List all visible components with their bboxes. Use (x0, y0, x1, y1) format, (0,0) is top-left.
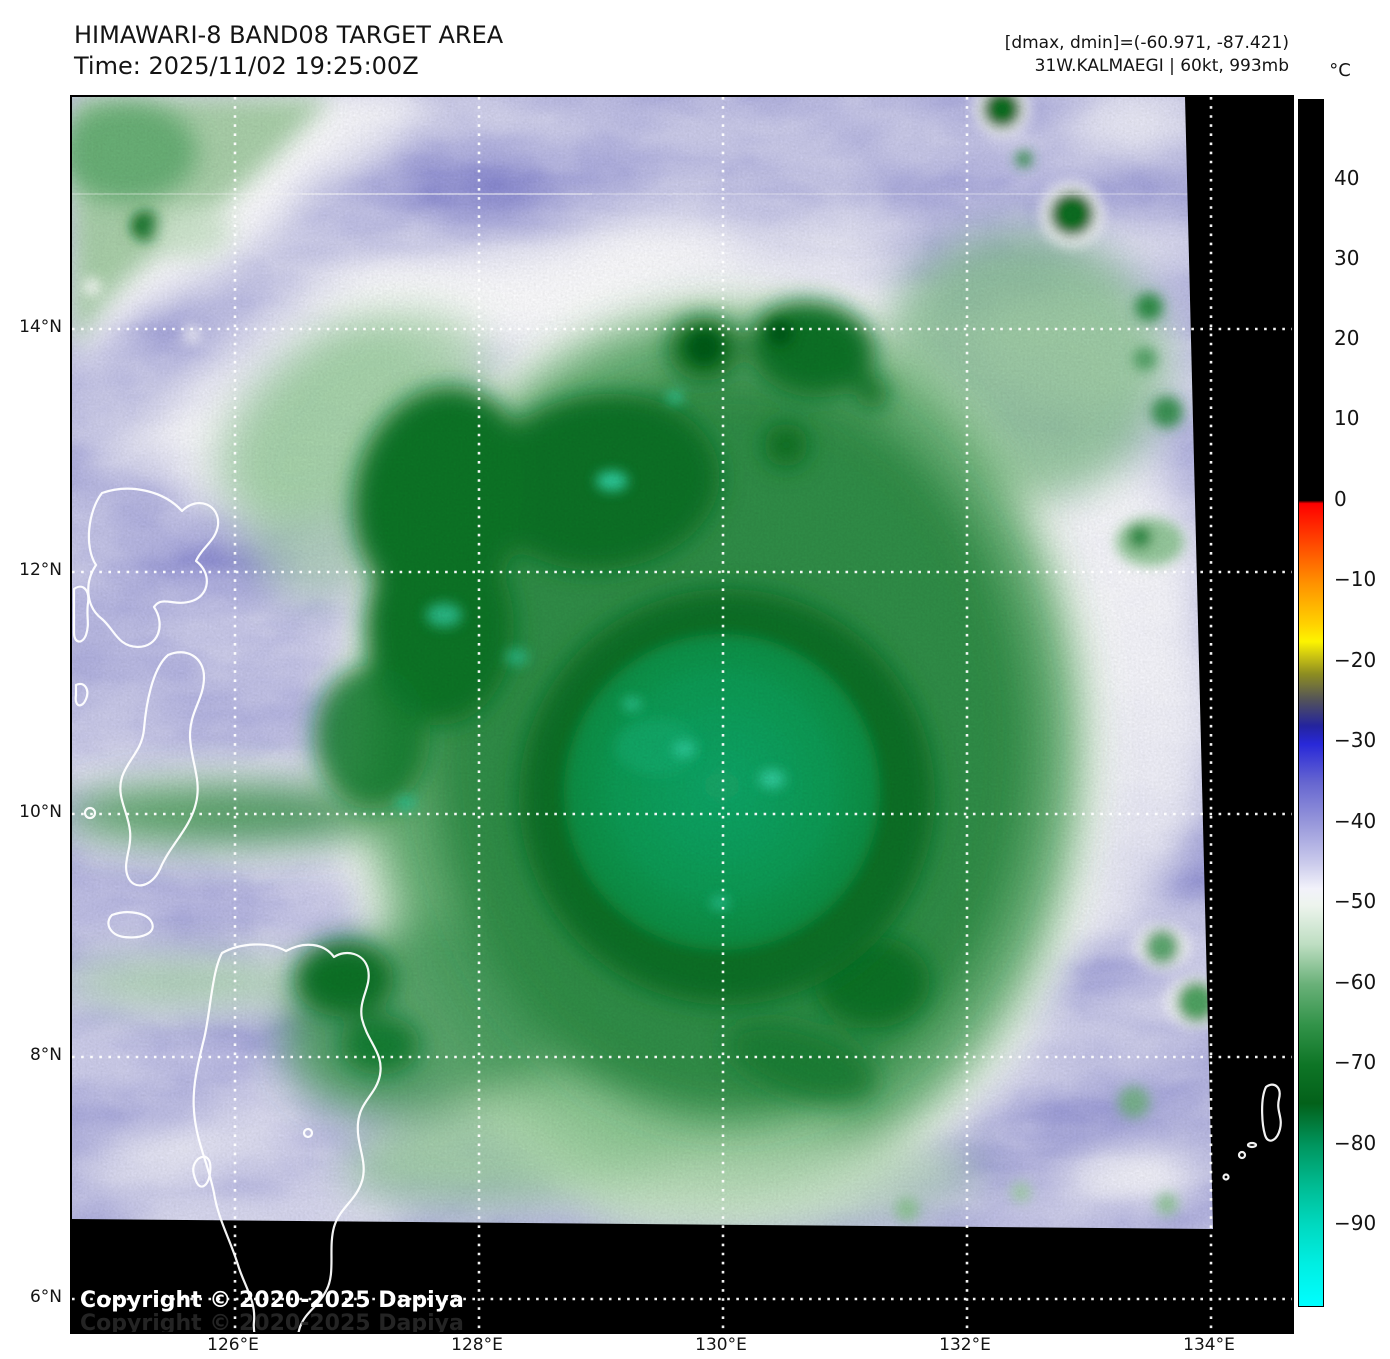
small-island (72, 585, 90, 643)
lon-tick-label: 130°E (695, 1335, 747, 1355)
mindanao-coastline (192, 943, 382, 1332)
coastline-overlay (72, 487, 1282, 1332)
lon-tick-label: 128°E (451, 1335, 503, 1355)
gridlines (72, 97, 1292, 1332)
colorbar-tick-label: 40 (1334, 166, 1360, 190)
palau-islet (1222, 1173, 1230, 1181)
copyright-watermark: Copyright © 2020-2025 Dapiya (80, 1288, 464, 1313)
lat-tick-label: 10°N (19, 802, 62, 822)
colorbar-tick-label: −70 (1334, 1050, 1377, 1074)
dinagat-coastline (192, 1155, 212, 1188)
copyright-watermark-shadow: Copyright © 2020-2025 Dapiya (80, 1311, 464, 1332)
palau-islet (1237, 1150, 1247, 1160)
lat-tick-label: 12°N (19, 560, 62, 580)
figure-title: HIMAWARI-8 BAND08 TARGET AREA (74, 21, 504, 49)
colorbar-unit-label: °C (1329, 60, 1351, 81)
dmax-dmin-label: [dmax, dmin]=(-60.971, -87.421) (1004, 33, 1289, 53)
colorbar-tick-label: 20 (1334, 326, 1360, 350)
palau-islet (1246, 1141, 1258, 1149)
bohol-coastline (107, 911, 154, 939)
palau-coastline (1261, 1083, 1282, 1142)
lat-tick-label: 14°N (19, 317, 62, 337)
leyte-coastline (119, 651, 206, 887)
colorbar-tick-label: −80 (1334, 1131, 1377, 1155)
lat-tick-label: 8°N (29, 1045, 62, 1065)
timestamp-label: Time: 2025/11/02 19:25:00Z (74, 52, 419, 80)
small-island (74, 682, 89, 707)
storm-info-label: 31W.KALMAEGI | 60kt, 993mb (1034, 56, 1289, 76)
colorbar-tick-label: −20 (1334, 648, 1377, 672)
satellite-image: Copyright © 2020-2025 Dapiya Copyright ©… (72, 97, 1292, 1332)
colorbar-tick-label: 10 (1334, 406, 1360, 430)
lon-tick-label: 134°E (1183, 1335, 1235, 1355)
lat-tick-label: 6°N (29, 1287, 62, 1307)
colorbar-tick-label: −30 (1334, 728, 1377, 752)
samar-coastline (87, 487, 220, 649)
colorbar-tick-label: −50 (1334, 889, 1377, 913)
colorbar-tick-label: −40 (1334, 809, 1377, 833)
colorbar-tick-label: −60 (1334, 970, 1377, 994)
colorbar-tick-label: 30 (1334, 246, 1360, 270)
lon-tick-label: 126°E (207, 1335, 259, 1355)
map-plot-area: Copyright © 2020-2025 Dapiya Copyright ©… (70, 95, 1294, 1334)
colorbar-tick-label: 0 (1334, 487, 1347, 511)
siargao-island (302, 1127, 314, 1139)
small-island (83, 806, 97, 820)
lon-tick-label: 132°E (939, 1335, 991, 1355)
colorbar-tick-label: −90 (1334, 1211, 1377, 1235)
temperature-colorbar (1298, 99, 1324, 1307)
colorbar-tick-label: −10 (1334, 567, 1377, 591)
